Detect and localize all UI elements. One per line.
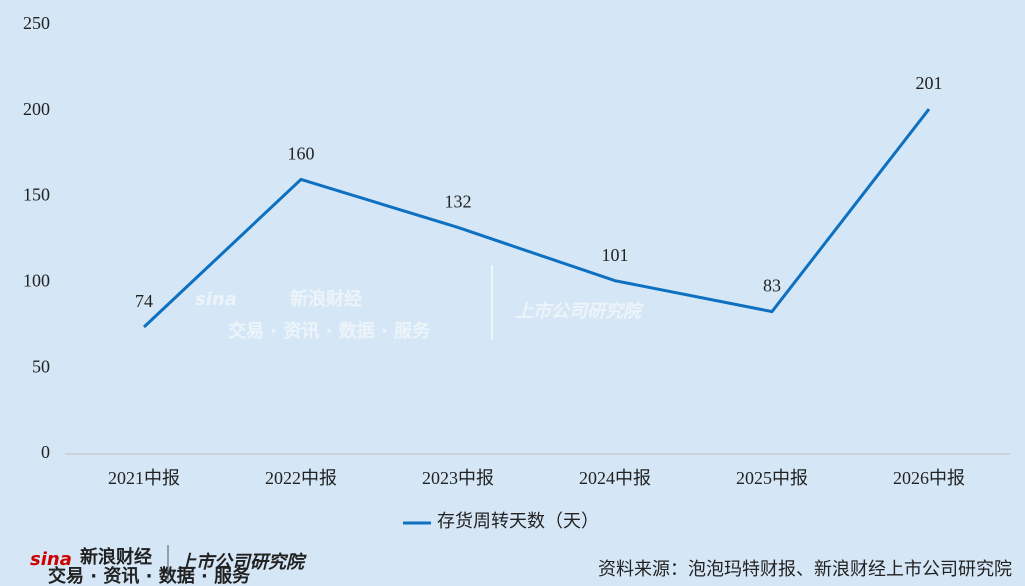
source: 资料来源：泡泡玛特财报、新浪财经上市公司研究院 (598, 559, 1012, 580)
brand-tagline: 交易 · 资讯 · 数据 · 服务 (48, 565, 251, 586)
watermark-tagline: 交易 · 资讯 · 数据 · 服务 (228, 320, 431, 342)
y-tick-label: 100 (23, 271, 50, 291)
brand-sina: sina (30, 549, 72, 570)
y-tick-label: 0 (41, 442, 50, 462)
data-label: 83 (763, 276, 781, 296)
data-label: 201 (916, 73, 943, 93)
brand-name: 新浪财经 (80, 546, 152, 568)
x-tick-label: 2026中报 (893, 468, 965, 488)
x-tick-label: 2024中报 (579, 468, 651, 488)
data-label: 160 (288, 144, 315, 164)
x-tick-label: 2021中报 (108, 468, 180, 488)
brand-institute: 上市公司研究院 (178, 552, 307, 573)
watermark-name: 新浪财经 (290, 288, 362, 310)
y-tick-label: 200 (23, 99, 50, 119)
y-tick-label: 50 (32, 356, 50, 376)
watermark-institute: 上市公司研究院 (515, 301, 644, 322)
x-tick-label: 2022中报 (265, 468, 337, 488)
line-series (142, 108, 931, 329)
x-tick-label: 2023中报 (422, 468, 494, 488)
watermark-sina: sina (195, 289, 237, 310)
y-tick-label: 250 (23, 13, 50, 33)
data-label: 74 (135, 291, 153, 311)
data-label: 101 (602, 245, 629, 265)
data-label: 132 (445, 192, 472, 212)
y-tick-label: 150 (23, 185, 50, 205)
x-tick-label: 2025中报 (736, 468, 808, 488)
legend-label: 存货周转天数（天） (437, 511, 599, 531)
